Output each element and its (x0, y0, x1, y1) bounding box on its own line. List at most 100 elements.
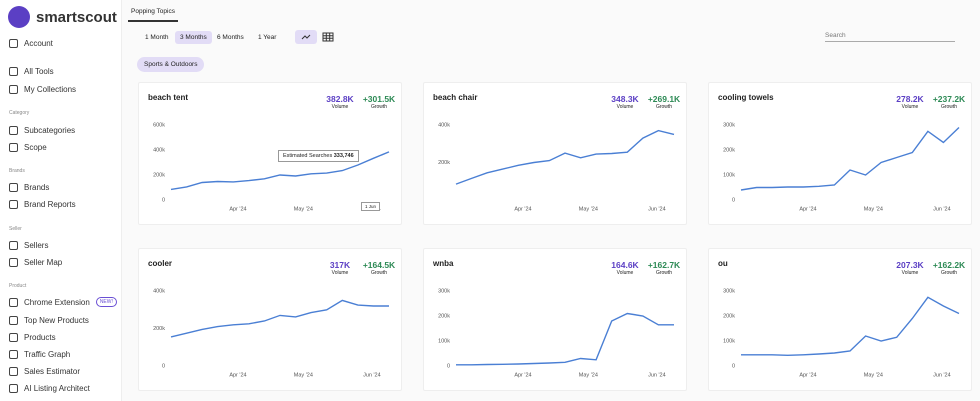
nav-item[interactable]: Sellers (9, 239, 48, 251)
trend-line (741, 296, 960, 357)
y-tick-label: 300k (438, 288, 450, 294)
y-tick-label: 200k (438, 160, 450, 166)
topic-card[interactable]: ou 207.3K Volume +162.2K Growth 0 100k 200k 300k… (708, 248, 972, 391)
category-chip[interactable]: Sports & Outdoors (137, 57, 205, 72)
y-tick-label: 0 (162, 197, 165, 203)
growth-value: +269.1K (647, 94, 681, 104)
card-title: cooler (148, 259, 173, 268)
brand: smartscout (36, 8, 117, 26)
x-tick-label: May '24 (294, 372, 313, 378)
nav-icon (9, 257, 18, 267)
nav-icon (9, 366, 18, 376)
growth-value: +162.7K (647, 260, 681, 270)
nav-icon (9, 315, 18, 325)
nav-label: Chrome Extension (24, 297, 90, 307)
trend-line (740, 126, 960, 191)
nav-item[interactable]: Brands (9, 181, 49, 193)
topic-card[interactable]: cooler 317K Volume +164.5K Growth 0 200k 400k Ap… (138, 248, 402, 391)
nav-icon (9, 240, 18, 250)
card-title: beach tent (148, 93, 189, 102)
topic-card[interactable]: cooling towels 278.2K Volume +237.2K Growth 0… (708, 82, 972, 225)
y-tick-label: 200k (153, 172, 165, 178)
nav-item[interactable]: All Tools (9, 65, 54, 77)
nav-icon (9, 199, 18, 209)
nav-item[interactable]: Account (9, 37, 53, 49)
nav-item[interactable]: Subcategories (9, 124, 75, 136)
volume-value: 348.3K (611, 94, 639, 104)
y-tick-label: 200k (723, 147, 735, 153)
nav-item[interactable]: Top New Products (9, 314, 89, 326)
tab[interactable]: Popping Topics (128, 6, 178, 22)
volume-value: 164.6K (611, 260, 639, 270)
y-tick-label: 0 (732, 363, 735, 369)
nav-label: Seller Map (24, 257, 63, 267)
x-tick-label: Apr '24 (229, 206, 246, 212)
nav-item[interactable]: AI Listing Architect (9, 382, 90, 394)
y-tick-label: 200k (723, 313, 735, 319)
section-heading: Brands (9, 168, 25, 174)
line-view-button[interactable] (295, 30, 317, 44)
nav-item[interactable]: Sales Estimator (9, 365, 80, 377)
volume-label: Volume (616, 270, 634, 276)
volume-value: 207.3K (896, 260, 924, 270)
nav-label: Subcategories (24, 125, 76, 135)
y-tick-label: 300k (723, 288, 735, 294)
nav-label: All Tools (24, 66, 54, 76)
x-tick-label: May '24 (294, 206, 313, 212)
topic-card[interactable]: beach chair 348.3K Volume +269.1K Growth 200k… (423, 82, 687, 225)
y-tick-label: 400k (153, 147, 165, 153)
nav-icon (9, 297, 18, 307)
nav-label: My Collections (24, 84, 77, 94)
nav-item[interactable]: Scope (9, 141, 47, 153)
logo[interactable]: smartscout (8, 6, 117, 28)
y-tick-label: 0 (162, 363, 165, 369)
card-title: wnba (433, 259, 454, 268)
tooltip-date: 1 Jun (361, 202, 381, 211)
growth-label: Growth (655, 270, 673, 276)
nav-item[interactable]: Chrome Extension NEW! (9, 296, 117, 308)
card-title: ou (718, 259, 728, 268)
volume-label: Volume (616, 104, 634, 110)
search-input[interactable]: Search (825, 30, 955, 42)
x-tick-label: May '24 (579, 372, 598, 378)
growth-value: +237.2K (932, 94, 966, 104)
range-button[interactable]: 1 Year (258, 34, 277, 41)
nav-item[interactable]: Products (9, 331, 56, 343)
nav-item[interactable]: Traffic Graph (9, 348, 70, 360)
range-button[interactable]: 1 Month (145, 34, 169, 41)
nav-item[interactable]: Seller Map (9, 256, 62, 268)
topic-card[interactable]: wnba 164.6K Volume +162.7K Growth 0 100k 200k 30… (423, 248, 687, 391)
x-tick-label: Apr '24 (799, 372, 816, 378)
volume-value: 382.8K (326, 94, 354, 104)
nav-item[interactable]: Brand Reports (9, 198, 76, 210)
table-view-button[interactable] (317, 30, 339, 44)
nav-icon (9, 38, 18, 48)
nav-label: Brands (24, 182, 50, 192)
nav-icon (9, 332, 18, 342)
growth-label: Growth (655, 104, 673, 110)
nav-label: Scope (24, 142, 47, 152)
nav-item[interactable]: My Collections (9, 83, 76, 95)
nav-label: Account (24, 38, 53, 48)
growth-value: +162.2K (932, 260, 966, 270)
range-button[interactable]: 3 Months (175, 31, 212, 44)
y-tick-label: 100k (438, 338, 450, 344)
x-tick-label: Jun '24 (363, 372, 381, 378)
nav-icon (9, 182, 18, 192)
growth-label: Growth (370, 270, 388, 276)
nav-icon (9, 142, 18, 152)
growth-value: +164.5K (362, 260, 396, 270)
volume-value: 317K (329, 260, 351, 270)
growth-label: Growth (940, 104, 958, 110)
nav-icon (9, 66, 18, 76)
topic-card[interactable]: beach tent 382.8K Volume +301.5K Growth 0 200k… (138, 82, 402, 225)
y-tick-label: 400k (153, 288, 165, 294)
tooltip-label: Estimated Searches (283, 153, 333, 159)
x-tick-label: Jun '24 (933, 372, 951, 378)
x-tick-label: Jun '24 (648, 372, 666, 378)
y-tick-label: 100k (723, 172, 735, 178)
y-tick-label: 200k (153, 326, 165, 332)
range-button[interactable]: 6 Months (217, 34, 244, 41)
sidebar: smartscout Account All Tools My Collection… (0, 0, 122, 401)
